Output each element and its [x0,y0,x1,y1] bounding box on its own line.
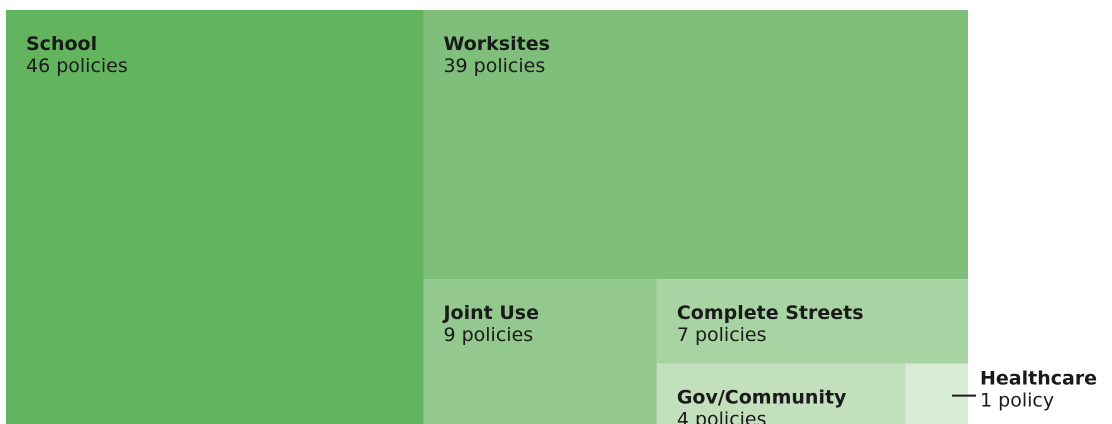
cell-name: School [26,33,97,55]
treemap-cell [6,10,424,424]
cell-value-label: 39 policies [443,55,545,77]
cell-value-label: 1 policy [980,390,1054,412]
treemap-cell [423,10,969,280]
treemap-cell [905,363,968,424]
cell-name: Healthcare [980,368,1097,390]
treemap-cell [423,279,657,424]
cell-value-label: 9 policies [443,324,533,346]
cell-value-label: 46 policies [26,55,128,77]
treemap-cell [656,363,906,424]
cell-value-label: 4 policies [677,409,767,424]
cell-name: Joint Use [441,302,538,324]
cell-name: Worksites [443,33,549,55]
cell-value-label: 7 policies [677,324,767,346]
treemap-cell [656,279,968,364]
cell-name: Complete Streets [677,302,864,324]
cell-name: Gov/Community [677,387,847,409]
